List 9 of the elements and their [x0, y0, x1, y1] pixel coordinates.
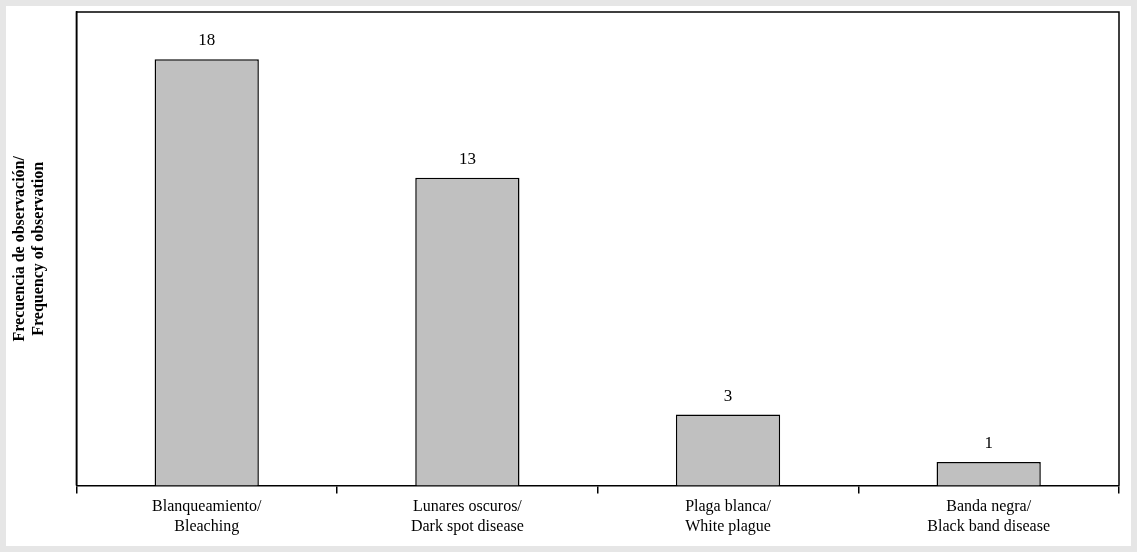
x-tick-label: Blanqueamiento/ Bleaching — [152, 497, 262, 535]
x-tick-label: Banda negra/ Black band disease — [927, 497, 1050, 534]
x-tick-label: Plaga blanca/ White plague — [685, 497, 772, 535]
data-label: 3 — [723, 385, 733, 405]
x-tick-label: Lunares oscuros/ Dark spot disease — [410, 497, 524, 535]
y-axis-title: Frecuencia de observación/ Frequency of observation — [9, 155, 47, 342]
data-label: 1 — [984, 432, 993, 452]
data-label: 13 — [458, 148, 476, 168]
data-label: 18 — [198, 30, 216, 50]
